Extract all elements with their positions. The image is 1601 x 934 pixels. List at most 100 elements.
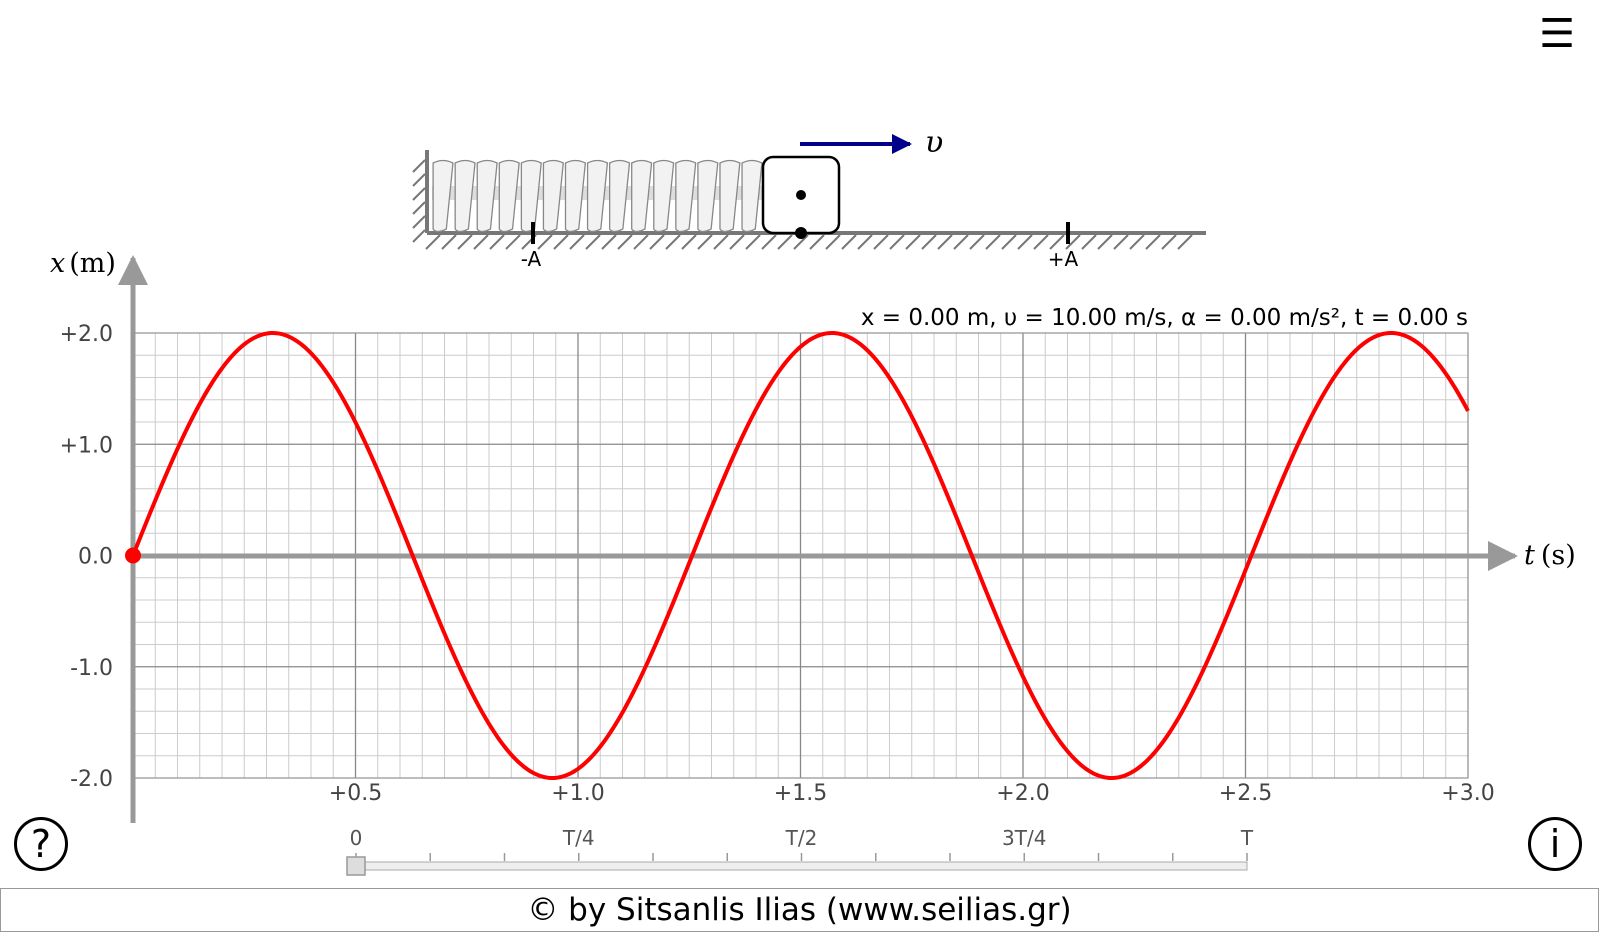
hatch-line [1113,234,1129,250]
hatch-line [697,234,713,250]
slider-track[interactable] [354,861,1248,871]
hatch-line [633,234,649,250]
spring-scene: -A +A υ [412,125,1206,271]
hatch-line [553,234,569,250]
x-tick-label: +1.0 [551,781,604,806]
x-tick-label: +2.0 [996,781,1049,806]
y-tick-label: +2.0 [60,322,113,347]
hatch-line [1129,234,1145,250]
menu-button[interactable]: ☰ [1535,12,1579,56]
x-axis-var: t [1524,540,1535,571]
spring-coil-loop [454,159,476,233]
hatch-line [905,234,921,250]
copyright-text: © by Sitsanlis Ilias (www.seilias.gr) [527,892,1072,928]
minus-a-label: -A [521,247,542,271]
hatch-line [1001,234,1017,250]
info-icon: i [1549,822,1561,866]
spring-coil-loop [741,159,763,233]
spring-coil-loop [697,159,719,233]
x-tick-labels: +0.5 +1.0 +1.5 +2.0 +2.5 +3.0 [329,781,1495,806]
hatch-line [412,215,426,229]
help-button[interactable]: ? [14,817,68,871]
spring-coil-loop [675,159,697,233]
hatch-line [665,234,681,250]
hatch-line [505,234,521,250]
hatch-line [713,234,729,250]
hatch-line [681,234,697,250]
hatch-line [985,234,1001,250]
hatch-line [617,234,633,250]
time-slider[interactable]: 0 T/4 T/2 3T/4 T [346,826,1254,876]
hatch-line [1177,234,1193,250]
slider-label: 3T/4 [1002,826,1046,850]
ground-hatch [425,234,1193,250]
spring-coil-loop [586,159,609,233]
velocity-label: υ [925,125,943,160]
spring-coil-loop [719,159,741,233]
readout-text: x = 0.00 m, υ = 10.00 m/s, α = 0.00 m/s²… [861,305,1468,331]
chart: x (m) t (s) +2.0 +1.0 0.0 -1.0 -2.0 +0.5 +1.0 +1… [50,248,1576,823]
hatch-line [412,173,426,187]
hatch-line [969,234,985,250]
help-icon: ? [30,822,52,866]
current-point-marker[interactable] [125,547,141,564]
y-tick-label: -2.0 [70,767,113,792]
slider-thumb[interactable] [346,856,366,876]
spring-coil [432,159,763,233]
y-tick-labels: +2.0 +1.0 0.0 -1.0 -2.0 [60,322,113,792]
x-axis-label: t (s) [1524,540,1576,571]
spring-coil-loop [564,159,587,233]
hatch-line [921,234,937,250]
hatch-line [873,234,889,250]
slider-label: T/4 [562,826,595,850]
spring-coil-loop [631,159,653,233]
hatch-line [953,234,969,250]
hatch-line [569,234,585,250]
y-tick-label: +1.0 [60,433,113,458]
hatch-line [585,234,601,250]
hatch-line [825,234,841,250]
hatch-line [601,234,617,250]
hatch-line [729,234,745,250]
slider-label: 0 [350,826,363,850]
series-line [131,330,1470,781]
hatch-line [425,234,441,250]
y-axis-unit: (m) [69,248,116,279]
hatch-line [937,234,953,250]
hatch-line [1017,234,1033,250]
footer: © by Sitsanlis Ilias (www.seilias.gr) [0,888,1599,932]
hatch-line [1097,234,1113,250]
spring-coil-loop [520,159,542,233]
spring-coil-loop [653,159,675,233]
hatch-line [841,234,857,250]
info-button[interactable]: i [1528,817,1582,871]
hatch-line [761,234,777,250]
slider-ticks [355,853,1248,861]
x-tick-label: +1.5 [774,781,827,806]
hatch-line [1033,234,1049,250]
equilibrium-dot [795,227,807,239]
y-tick-label: -1.0 [70,656,113,681]
hatch-line [473,234,489,250]
y-tick-label: 0.0 [78,545,113,570]
hatch-line [889,234,905,250]
x-tick-label: +2.5 [1219,781,1272,806]
hatch-line [793,234,809,250]
hatch-line [537,234,553,250]
hatch-line [412,159,426,173]
hatch-line [809,234,825,250]
x-tick-label: +0.5 [329,781,382,806]
spring-coil-loop [498,159,520,233]
spring-coil-loop [542,159,564,233]
hatch-line [457,234,473,250]
wall-hatch [412,159,426,243]
hatch-line [412,187,426,201]
hatch-line [1081,234,1097,250]
slider-label: T [1240,826,1254,850]
plus-a-label: +A [1048,247,1079,271]
hatch-line [1065,234,1081,250]
hatch-line [1049,234,1065,250]
slider-label: T/2 [785,826,818,850]
hatch-line [1145,234,1161,250]
